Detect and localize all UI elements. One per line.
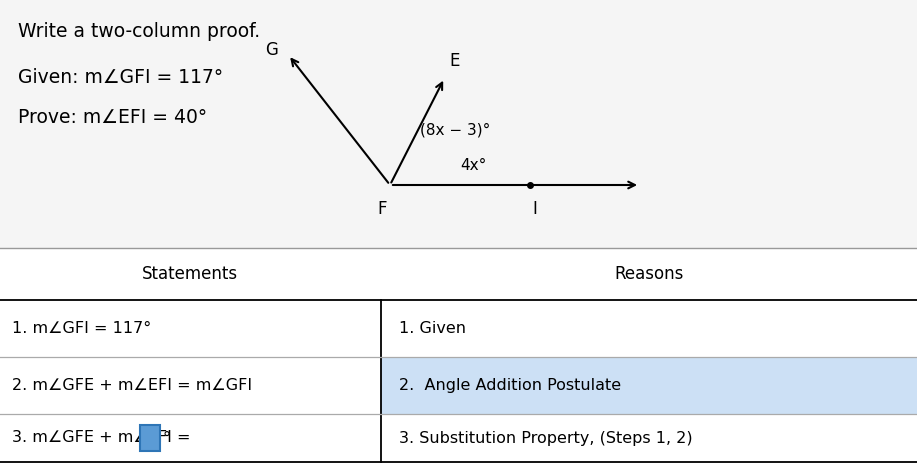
Bar (140, 425, 160, 451)
Text: Write a two-column proof.: Write a two-column proof. (18, 22, 260, 41)
Text: 3. Substitution Property, (Steps 1, 2): 3. Substitution Property, (Steps 1, 2) (399, 430, 692, 446)
Text: E: E (449, 52, 459, 70)
Text: Given: m∠GFI = 117°: Given: m∠GFI = 117° (18, 68, 223, 87)
Text: 2.  Angle Addition Postulate: 2. Angle Addition Postulate (399, 378, 621, 393)
Text: 2. m∠GFE + m∠EFI = m∠GFI: 2. m∠GFE + m∠EFI = m∠GFI (12, 378, 252, 393)
Text: Reasons: Reasons (614, 265, 683, 283)
Bar (381, 357, 917, 414)
Text: 3. m∠GFE + m∠EFI =: 3. m∠GFE + m∠EFI = (12, 430, 195, 446)
Text: 1. m∠GFI = 117°: 1. m∠GFI = 117° (12, 321, 151, 336)
Text: °: ° (162, 430, 170, 446)
Text: I: I (533, 200, 537, 218)
Bar (0, 0, 917, 248)
Text: 4x°: 4x° (460, 157, 486, 172)
Text: G: G (266, 41, 279, 59)
Bar (0, 248, 917, 471)
Text: (8x − 3)°: (8x − 3)° (420, 122, 491, 138)
Text: Statements: Statements (142, 265, 238, 283)
Text: F: F (377, 200, 387, 218)
Text: 1. Given: 1. Given (399, 321, 466, 336)
Text: Prove: m∠EFI = 40°: Prove: m∠EFI = 40° (18, 108, 207, 127)
